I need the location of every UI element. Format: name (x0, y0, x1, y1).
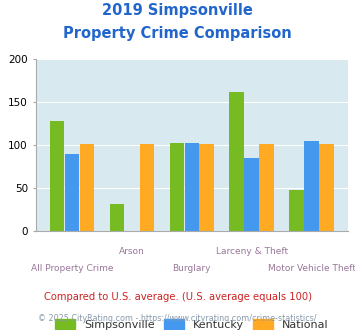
Text: Compared to U.S. average. (U.S. average equals 100): Compared to U.S. average. (U.S. average … (44, 292, 311, 302)
Text: © 2025 CityRating.com - https://www.cityrating.com/crime-statistics/: © 2025 CityRating.com - https://www.city… (38, 314, 317, 323)
Text: Property Crime Comparison: Property Crime Comparison (63, 26, 292, 41)
Bar (170, 144, 184, 231)
Text: All Property Crime: All Property Crime (31, 264, 113, 273)
Bar (140, 144, 154, 231)
Bar (245, 158, 259, 231)
Bar (229, 92, 244, 231)
Bar (304, 141, 319, 231)
Bar (260, 144, 274, 231)
Bar (110, 204, 124, 231)
Bar (65, 154, 79, 231)
Bar (319, 144, 334, 231)
Text: Burglary: Burglary (173, 264, 211, 273)
Text: Arson: Arson (119, 248, 144, 256)
Bar (185, 144, 199, 231)
Legend: Simpsonville, Kentucky, National: Simpsonville, Kentucky, National (55, 319, 328, 330)
Bar (289, 190, 304, 231)
Text: 2019 Simpsonville: 2019 Simpsonville (102, 3, 253, 18)
Text: Larceny & Theft: Larceny & Theft (215, 248, 288, 256)
Bar (50, 121, 64, 231)
Bar (200, 144, 214, 231)
Text: Motor Vehicle Theft: Motor Vehicle Theft (268, 264, 355, 273)
Bar (80, 144, 94, 231)
